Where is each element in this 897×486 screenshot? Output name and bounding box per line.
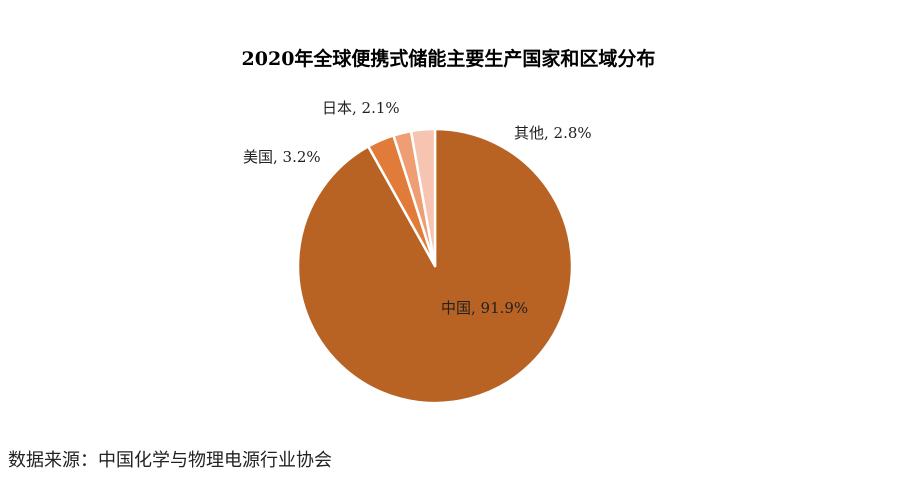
chart-title: 2020年全球便携式储能主要生产国家和区域分布 bbox=[241, 48, 656, 70]
pie-slices bbox=[296, 127, 574, 405]
pie-label-2: 日本, 2.1% bbox=[322, 99, 400, 117]
source-note: 数据来源：中国化学与物理电源行业协会 bbox=[8, 450, 332, 471]
pie-label-3: 其他, 2.8% bbox=[514, 124, 592, 142]
pie-labels: 中国, 91.9% 美国, 3.2% 日本, 2.1% 其他, 2.8% bbox=[243, 99, 592, 317]
pie-label-1: 美国, 3.2% bbox=[243, 148, 321, 166]
pie-label-0: 中国, 91.9% bbox=[441, 299, 528, 317]
pie-slice-3 bbox=[409, 127, 437, 268]
